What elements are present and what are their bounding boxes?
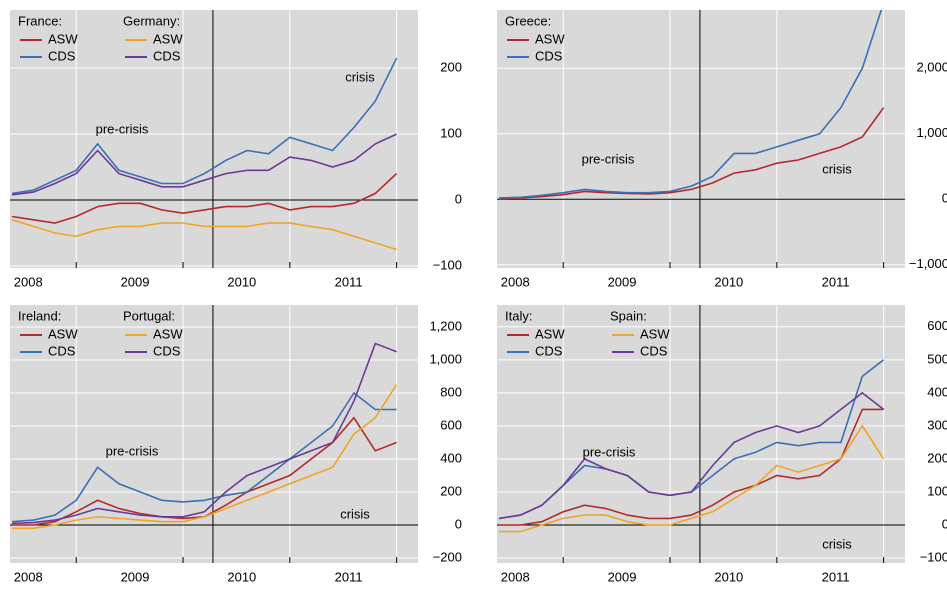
y-tick-label: 600: [927, 318, 947, 333]
series-line: [11, 219, 397, 251]
series-line: [499, 10, 883, 199]
legend-title: Spain:: [610, 308, 647, 323]
series-line: [11, 133, 397, 196]
plot-background: [10, 10, 418, 268]
annotation: crisis: [822, 161, 852, 176]
annotation: pre-crisis: [96, 121, 149, 136]
y-tick-label: 1,000: [429, 351, 462, 366]
y-tick-label: 600: [440, 417, 462, 432]
y-tick-label: 300: [927, 417, 947, 432]
y-tick-label: 100: [927, 483, 947, 498]
legend-title: Italy:: [505, 308, 532, 323]
x-tick-label: 2009: [121, 569, 150, 584]
legend-label: CDS: [48, 48, 76, 63]
y-tick-label: −100: [433, 257, 462, 272]
legend-label: ASW: [640, 326, 670, 341]
legend-label: ASW: [48, 31, 78, 46]
legend-title: Portugal:: [123, 308, 175, 323]
annotation: crisis: [340, 506, 370, 521]
x-tick-label: 2009: [608, 274, 637, 289]
series-line: [11, 173, 398, 224]
legend-label: CDS: [535, 48, 563, 63]
y-tick-label: 200: [440, 483, 462, 498]
annotation: crisis: [822, 536, 852, 551]
x-tick-label: 2009: [608, 569, 637, 584]
x-tick-label: 2010: [714, 274, 743, 289]
x-tick-label: 2008: [501, 569, 530, 584]
series-line: [12, 391, 397, 523]
y-tick-label: 2,000: [916, 60, 947, 75]
y-tick-label: 400: [440, 450, 462, 465]
series-line: [499, 424, 885, 533]
x-tick-label: 2011: [822, 569, 850, 584]
legend-title: France:: [18, 13, 62, 28]
x-tick-label: 2010: [227, 569, 256, 584]
legend-label: ASW: [535, 31, 565, 46]
x-tick-label: 2011: [822, 274, 850, 289]
legend-label: CDS: [153, 48, 181, 63]
x-tick-label: 2011: [335, 569, 363, 584]
legend-label: CDS: [153, 343, 181, 358]
y-tick-label: −200: [433, 549, 462, 564]
x-tick-label: 2010: [227, 274, 256, 289]
x-tick-label: 2011: [335, 274, 363, 289]
x-tick-label: 2008: [14, 274, 43, 289]
legend-title: Ireland:: [18, 308, 61, 323]
x-tick-label: 2008: [14, 569, 43, 584]
plot-background: [497, 305, 905, 563]
plot-background: [497, 10, 905, 268]
legend-label: CDS: [535, 343, 563, 358]
y-tick-label: 100: [440, 125, 462, 140]
y-tick-label: 0: [942, 191, 947, 206]
series-line: [499, 107, 885, 200]
y-tick-label: 1,000: [916, 125, 947, 140]
y-tick-label: 200: [927, 450, 947, 465]
y-tick-label: 800: [440, 384, 462, 399]
y-tick-label: 0: [455, 516, 462, 531]
annotation: pre-crisis: [582, 151, 635, 166]
series-line: [499, 408, 884, 526]
x-tick-label: 2009: [121, 274, 150, 289]
y-tick-label: 0: [455, 191, 462, 206]
legend-title: Greece:: [505, 13, 551, 28]
y-tick-label: 200: [440, 60, 462, 75]
y-tick-label: 0: [942, 516, 947, 531]
legend-label: ASW: [48, 326, 78, 341]
annotation: pre-crisis: [583, 444, 636, 459]
y-tick-label: 500: [927, 351, 947, 366]
legend-label: ASW: [153, 326, 183, 341]
legend-label: CDS: [48, 343, 76, 358]
y-tick-label: 400: [927, 384, 947, 399]
legend-label: ASW: [153, 31, 183, 46]
y-tick-label: −1,000: [909, 256, 947, 271]
x-tick-label: 2008: [501, 274, 530, 289]
annotation: pre-crisis: [106, 443, 159, 458]
y-tick-label: −100: [920, 549, 947, 564]
x-tick-label: 2010: [714, 569, 743, 584]
series-line: [12, 384, 398, 530]
legend-label: CDS: [640, 343, 668, 358]
y-tick-label: 1,200: [429, 318, 462, 333]
series-line: [11, 57, 398, 195]
series-line: [12, 342, 397, 525]
annotation: crisis: [345, 69, 375, 84]
legend-title: Germany:: [123, 13, 180, 28]
legend-label: ASW: [535, 326, 565, 341]
series-line: [498, 391, 885, 520]
